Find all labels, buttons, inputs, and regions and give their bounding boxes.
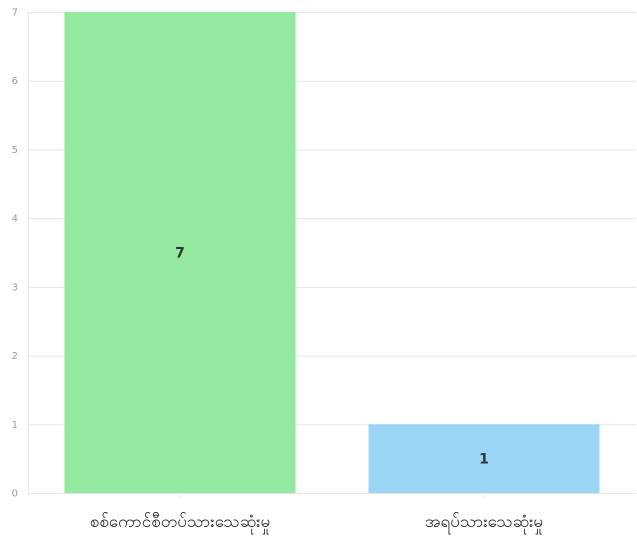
y-tick-label: 0 xyxy=(12,489,18,500)
bar-1[interactable] xyxy=(64,12,296,493)
y-tick-label: 3 xyxy=(12,282,18,293)
y-tick-label: 4 xyxy=(12,214,18,225)
y-tick-label: 7 xyxy=(12,8,18,19)
y-tick-label: 2 xyxy=(12,351,18,362)
x-category-label: အရပ်သားသေဆုံးမှု xyxy=(425,512,543,535)
bar-value-label: 1 xyxy=(479,452,489,468)
y-tick-label: 6 xyxy=(12,76,18,87)
y-tick-label: 1 xyxy=(12,420,18,431)
y-tick-label: 5 xyxy=(12,145,18,156)
x-category-label: စစ်ကောင်စီတပ်သားသေဆုံးမှု xyxy=(90,512,270,535)
bar-value-label: 7 xyxy=(175,246,185,262)
bar-2[interactable] xyxy=(368,424,600,493)
